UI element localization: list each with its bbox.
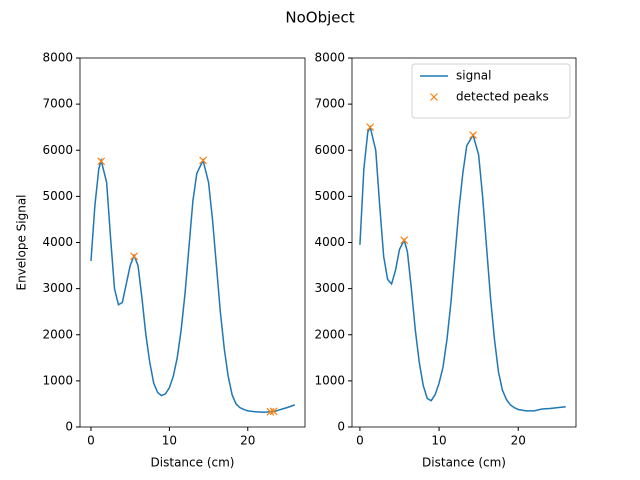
x-axis-label: Distance (cm) [151,456,235,470]
y-tick-label: 0 [65,420,73,434]
legend-box [411,63,571,119]
x-tick-label: 0 [87,434,95,448]
peak-marker [130,252,139,261]
legend-label: signal [456,69,492,83]
y-tick-label: 4000 [42,235,73,249]
figure-title: NoObject [285,9,354,27]
y-tick-label: 8000 [314,51,345,65]
signal-line [359,125,566,412]
legend-marker [430,93,438,101]
legend-label: detected peaks [456,90,549,104]
y-tick-label: 3000 [314,281,345,295]
y-tick-label: 6000 [42,143,73,157]
x-tick-label: 10 [431,434,446,448]
peak-marker [400,236,409,245]
y-tick-label: 2000 [314,327,345,341]
y-tick-label: 5000 [42,189,73,203]
y-tick-label: 7000 [42,97,73,111]
y-tick-label: 7000 [314,97,345,111]
x-tick-label: 10 [162,434,177,448]
peak-marker [97,157,106,166]
x-tick-label: 20 [240,434,255,448]
peak-marker [199,156,208,165]
peak-marker [269,407,278,416]
y-tick-label: 4000 [314,235,345,249]
y-tick-label: 2000 [42,327,73,341]
y-tick-label: 1000 [42,373,73,387]
x-tick-label: 20 [511,434,526,448]
y-tick-label: 3000 [42,281,73,295]
axes-frame [351,57,577,428]
peak-marker [266,407,275,416]
y-axis-label: Envelope Signal [15,194,29,290]
y-tick-label: 1000 [314,373,345,387]
signal-line [90,157,296,413]
x-tick-label: 0 [356,434,364,448]
axes-frame [79,57,306,428]
peak-marker [366,123,375,132]
y-tick-label: 8000 [42,51,73,65]
x-axis-label: Distance (cm) [422,456,506,470]
y-tick-label: 5000 [314,189,345,203]
y-tick-label: 6000 [314,143,345,157]
y-tick-label: 0 [337,420,345,434]
peak-marker [469,131,478,139]
